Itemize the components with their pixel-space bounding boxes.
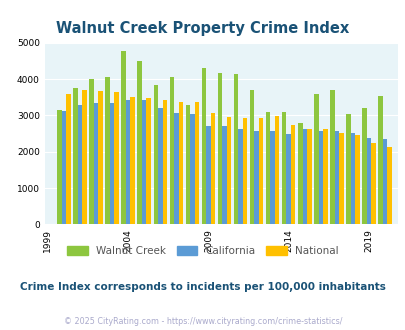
- Bar: [185, 105, 190, 224]
- Bar: [94, 103, 98, 224]
- Bar: [306, 129, 311, 224]
- Bar: [382, 139, 386, 224]
- Bar: [345, 114, 350, 224]
- Bar: [322, 129, 327, 224]
- Bar: [174, 113, 178, 224]
- Bar: [329, 90, 334, 224]
- Bar: [377, 96, 382, 224]
- Bar: [126, 100, 130, 224]
- Bar: [370, 144, 375, 224]
- Bar: [194, 102, 198, 224]
- Bar: [217, 73, 222, 224]
- Bar: [366, 138, 370, 224]
- Bar: [82, 90, 87, 224]
- Bar: [206, 126, 210, 224]
- Bar: [290, 125, 295, 224]
- Bar: [201, 68, 206, 224]
- Bar: [222, 126, 226, 224]
- Bar: [274, 116, 279, 224]
- Bar: [297, 123, 302, 224]
- Bar: [254, 131, 258, 224]
- Bar: [178, 102, 183, 224]
- Bar: [318, 131, 322, 224]
- Bar: [121, 51, 126, 224]
- Bar: [169, 77, 174, 224]
- Bar: [238, 129, 242, 224]
- Bar: [281, 112, 286, 224]
- Bar: [62, 111, 66, 224]
- Bar: [142, 100, 146, 224]
- Bar: [361, 108, 366, 224]
- Bar: [249, 90, 254, 224]
- Text: Walnut Creek Property Crime Index: Walnut Creek Property Crime Index: [56, 21, 349, 36]
- Bar: [98, 91, 102, 224]
- Bar: [270, 131, 274, 224]
- Bar: [146, 98, 151, 224]
- Bar: [313, 94, 318, 224]
- Bar: [233, 74, 238, 224]
- Bar: [354, 135, 359, 224]
- Bar: [334, 131, 338, 224]
- Bar: [265, 112, 270, 224]
- Bar: [190, 114, 194, 224]
- Bar: [258, 118, 263, 224]
- Bar: [286, 134, 290, 224]
- Bar: [105, 77, 110, 224]
- Bar: [110, 103, 114, 224]
- Bar: [77, 105, 82, 224]
- Text: © 2025 CityRating.com - https://www.cityrating.com/crime-statistics/: © 2025 CityRating.com - https://www.city…: [64, 317, 341, 326]
- Bar: [162, 100, 166, 224]
- Bar: [89, 79, 94, 224]
- Bar: [114, 92, 119, 224]
- Bar: [210, 113, 215, 224]
- Bar: [66, 94, 70, 224]
- Bar: [338, 133, 343, 224]
- Bar: [158, 108, 162, 224]
- Bar: [57, 110, 62, 224]
- Text: Crime Index corresponds to incidents per 100,000 inhabitants: Crime Index corresponds to incidents per…: [20, 282, 385, 292]
- Bar: [386, 147, 391, 224]
- Bar: [226, 116, 231, 224]
- Bar: [137, 61, 142, 224]
- Bar: [130, 97, 134, 224]
- Bar: [350, 133, 354, 224]
- Legend: Walnut Creek, California, National: Walnut Creek, California, National: [63, 242, 342, 260]
- Bar: [153, 84, 158, 224]
- Bar: [302, 129, 306, 224]
- Bar: [242, 118, 247, 224]
- Bar: [73, 88, 77, 224]
